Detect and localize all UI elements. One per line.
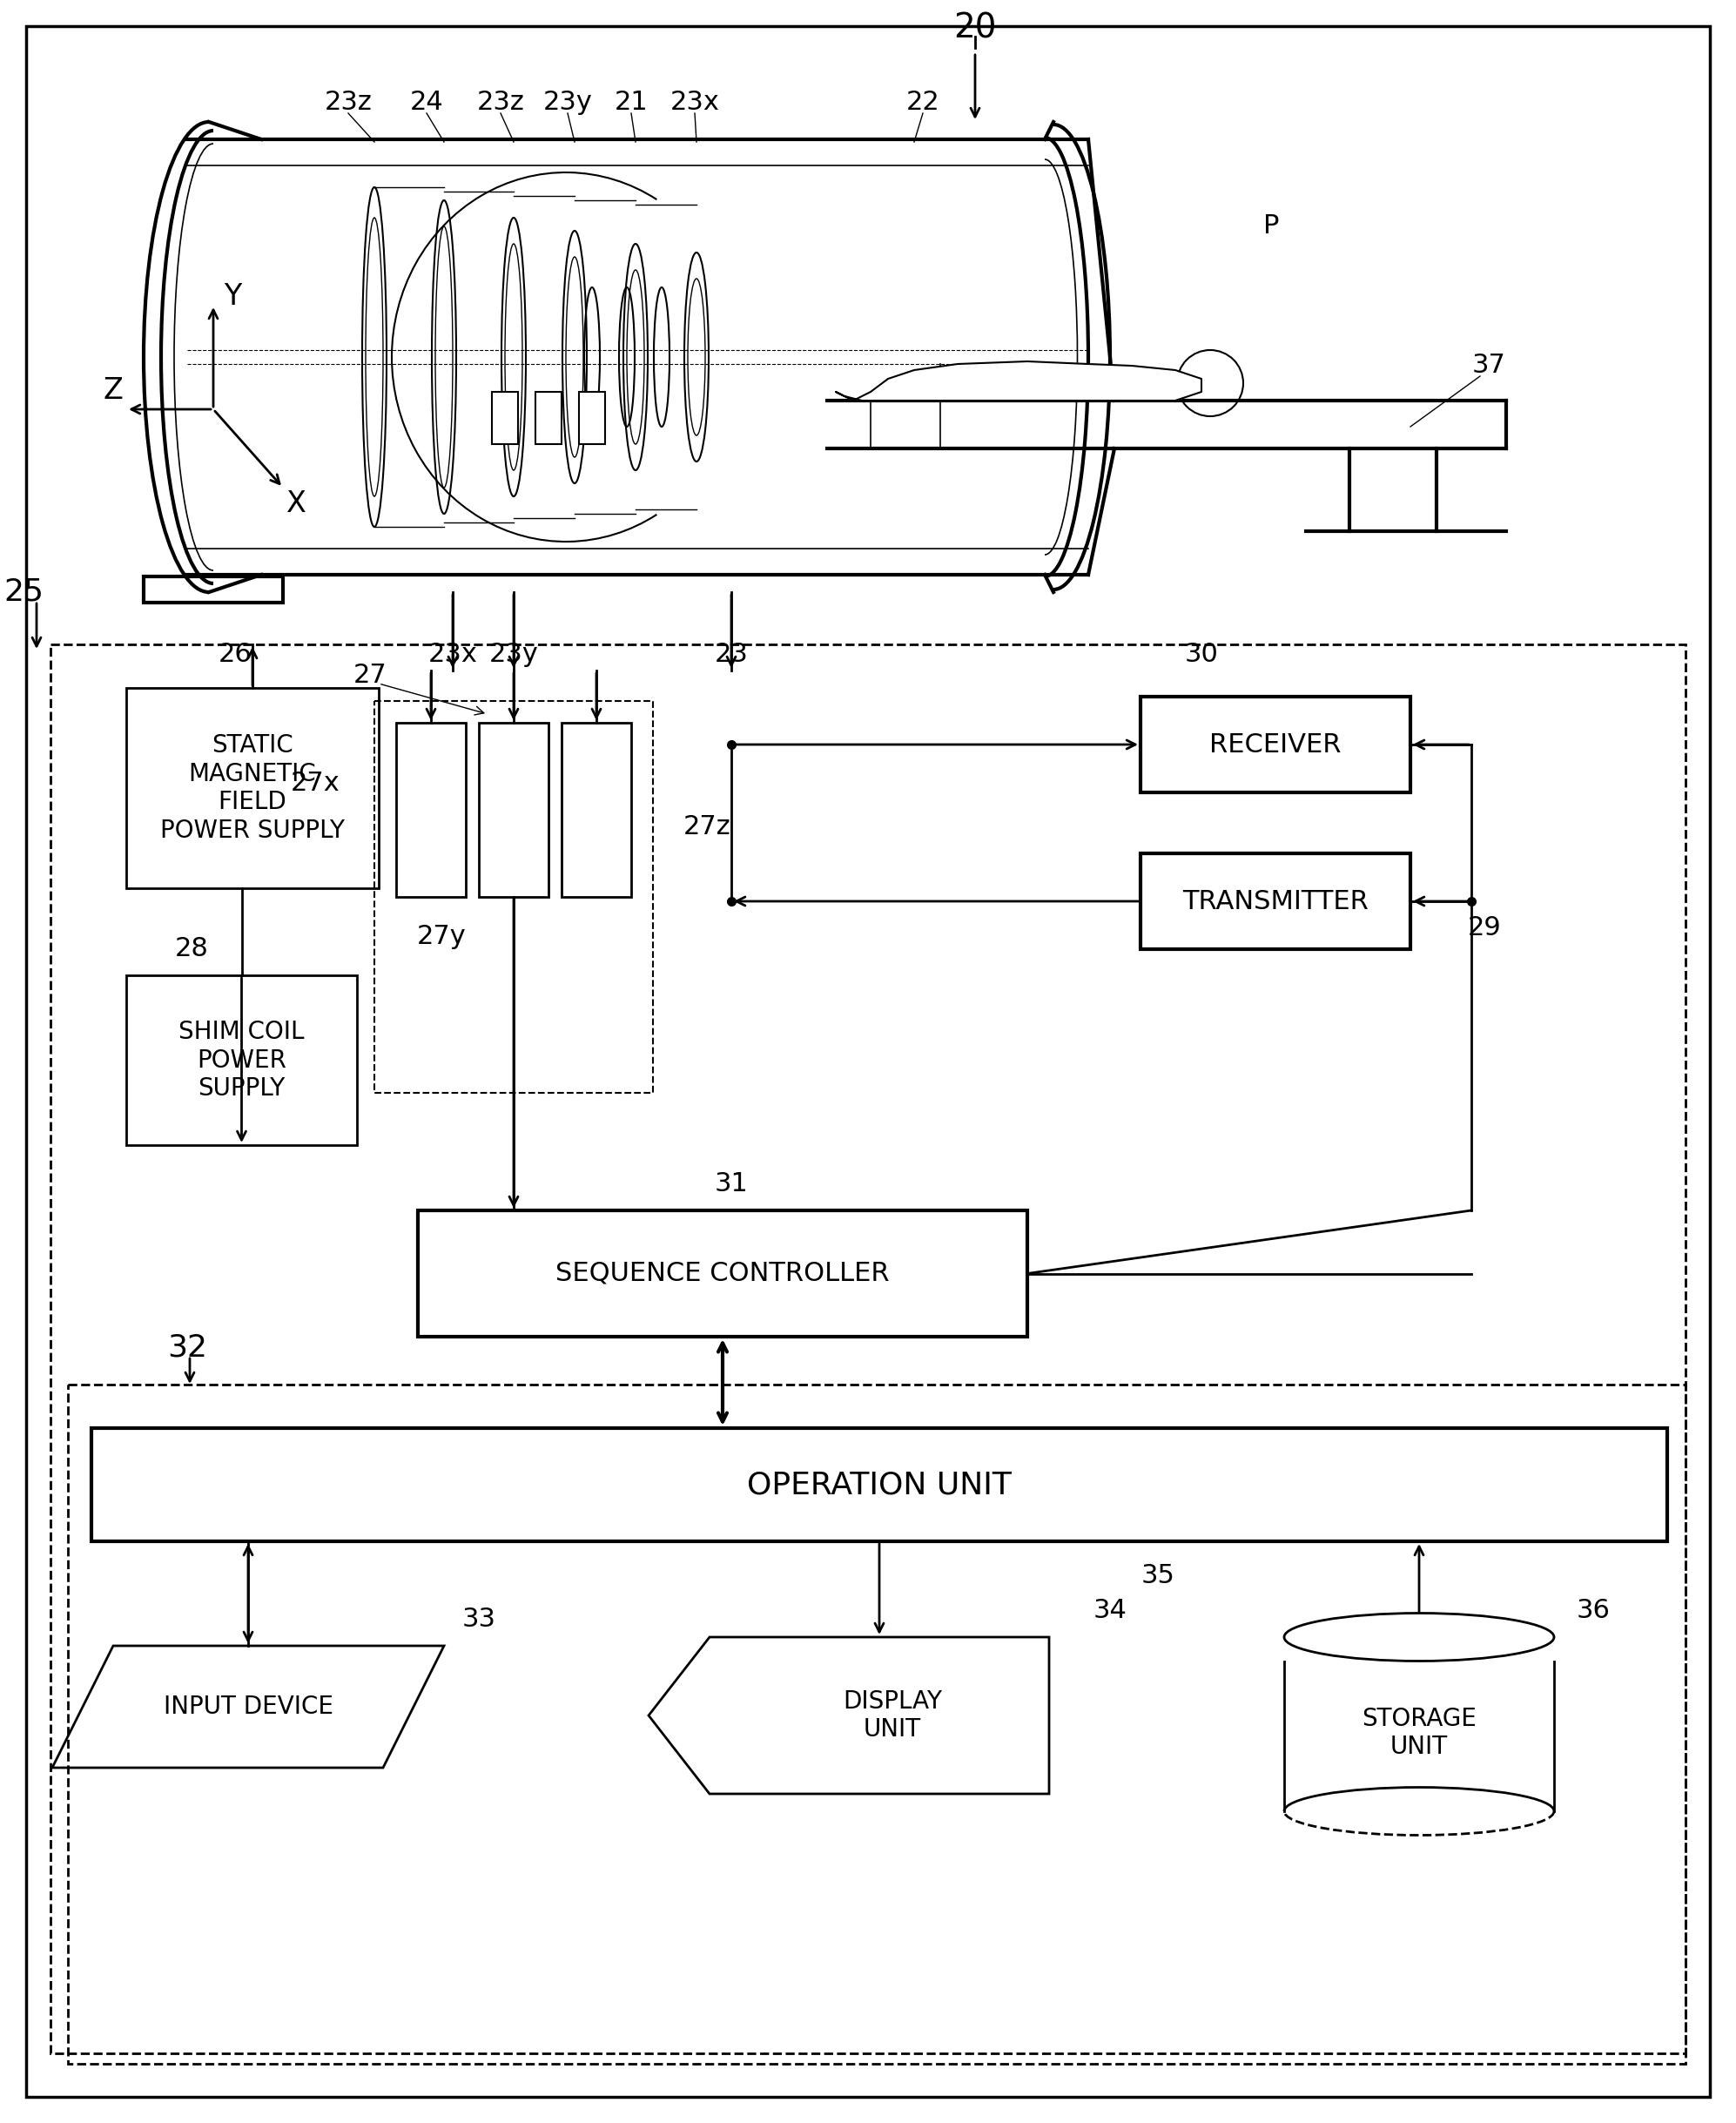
Bar: [144, 577, 283, 603]
Text: 23x: 23x: [429, 643, 477, 667]
Text: STORAGE
UNIT: STORAGE UNIT: [1361, 1707, 1477, 1760]
Bar: [1141, 853, 1410, 949]
Text: 22: 22: [906, 89, 939, 115]
Bar: [535, 393, 561, 444]
Text: 23: 23: [715, 643, 748, 667]
Text: RECEIVER: RECEIVER: [1210, 732, 1342, 758]
Text: 20: 20: [953, 11, 996, 45]
Bar: [418, 1210, 1028, 1337]
Text: 37: 37: [1472, 352, 1505, 378]
Text: 23y: 23y: [490, 643, 538, 667]
Text: 27: 27: [352, 662, 387, 688]
Text: DISPLAY
UNIT: DISPLAY UNIT: [842, 1690, 943, 1741]
Text: 24: 24: [410, 89, 443, 115]
Text: 27z: 27z: [684, 815, 731, 841]
Text: STATIC
MAGNETIC
FIELD
POWER SUPPLY: STATIC MAGNETIC FIELD POWER SUPPLY: [160, 735, 345, 843]
Text: 21: 21: [615, 89, 648, 115]
Text: X: X: [286, 488, 306, 518]
Text: OPERATION UNIT: OPERATION UNIT: [746, 1469, 1012, 1499]
Bar: [1141, 696, 1410, 792]
Bar: [68, 1384, 1686, 2064]
Text: Y: Y: [224, 282, 241, 310]
Text: INPUT DEVICE: INPUT DEVICE: [163, 1694, 333, 1720]
Text: 23y: 23y: [543, 89, 592, 115]
Text: SHIM COIL
POWER
SUPPLY: SHIM COIL POWER SUPPLY: [179, 1019, 304, 1100]
Text: 32: 32: [167, 1333, 207, 1363]
Bar: [127, 974, 358, 1144]
Polygon shape: [835, 361, 1201, 401]
Bar: [491, 393, 517, 444]
Text: 35: 35: [1141, 1563, 1175, 1588]
Text: 27y: 27y: [417, 924, 465, 949]
Text: P: P: [1264, 214, 1279, 240]
Bar: [580, 393, 606, 444]
Bar: [50, 645, 1686, 2053]
Text: Z: Z: [102, 376, 123, 405]
Text: 23z: 23z: [477, 89, 524, 115]
Bar: [92, 1429, 1667, 1541]
Text: 27x: 27x: [290, 771, 340, 796]
Text: 36: 36: [1576, 1599, 1611, 1624]
Text: 28: 28: [175, 936, 208, 962]
Text: 23x: 23x: [670, 89, 719, 115]
Text: 29: 29: [1467, 915, 1502, 940]
Text: 26: 26: [219, 643, 252, 667]
Bar: [396, 722, 465, 896]
Bar: [561, 722, 632, 896]
Bar: [127, 688, 378, 887]
Text: SEQUENCE CONTROLLER: SEQUENCE CONTROLLER: [556, 1261, 889, 1287]
Text: 23z: 23z: [325, 89, 372, 115]
Ellipse shape: [1285, 1613, 1554, 1660]
Text: 31: 31: [715, 1172, 748, 1197]
Text: 33: 33: [462, 1607, 496, 1633]
Text: 25: 25: [3, 577, 43, 607]
Text: 30: 30: [1184, 643, 1219, 667]
Bar: [479, 722, 549, 896]
Text: 34: 34: [1094, 1599, 1127, 1624]
Text: TRANSMITTER: TRANSMITTER: [1182, 890, 1368, 913]
Bar: [375, 701, 653, 1093]
